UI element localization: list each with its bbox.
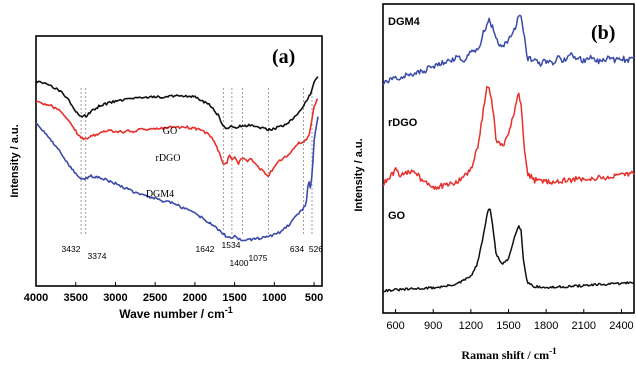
panel-b-x-ticks: 600 900 1200 1500 1800 2100 2400 bbox=[386, 309, 634, 332]
series-label-rdgo: rDGO bbox=[156, 153, 181, 164]
panel-a-x-axis-label-sup: -1 bbox=[225, 305, 233, 315]
series-label-rdgo: rDGO bbox=[388, 117, 418, 129]
peak-label: 526 bbox=[309, 244, 323, 254]
series-label-go: GO bbox=[163, 126, 177, 137]
panel-b-label: (b) bbox=[591, 22, 615, 44]
series-line-dgm4 bbox=[382, 14, 635, 86]
peak-label: 634 bbox=[290, 244, 304, 254]
panel-a-frame bbox=[35, 35, 323, 287]
panel-a-x-ticks: 4000 3500 3000 2500 2000 1500 1000 500 bbox=[24, 282, 323, 304]
x-tick-label: 600 bbox=[386, 320, 404, 332]
x-tick-label: 1800 bbox=[534, 320, 558, 332]
x-tick-label: 1500 bbox=[496, 320, 520, 332]
series-label-dgm4: DGM4 bbox=[146, 189, 174, 200]
series-line-dgm4 bbox=[35, 116, 319, 242]
panel-a-series bbox=[35, 76, 319, 242]
panel-a-x-axis-label-text: Wave number / cm bbox=[119, 307, 225, 321]
panel-b-x-axis-label-sup: -1 bbox=[549, 346, 557, 356]
panel-b-annotations: DGM4 rDGO GO bbox=[388, 16, 421, 222]
x-tick-label: 500 bbox=[305, 292, 323, 304]
peak-label: 3374 bbox=[88, 251, 107, 261]
series-line-go bbox=[35, 76, 319, 132]
x-tick-label: 900 bbox=[424, 320, 442, 332]
series-label-go: GO bbox=[388, 210, 406, 222]
series-line-go bbox=[382, 208, 635, 293]
peak-label: 3432 bbox=[62, 244, 81, 254]
x-tick-label: 2000 bbox=[183, 292, 207, 304]
panel-b-raman-chart: 600 900 1200 1500 1800 2100 2400 DGM4 rDGO GO (b… bbox=[353, 3, 635, 362]
x-tick-label: 4000 bbox=[24, 292, 48, 304]
panel-b-y-axis-label: Intensity / a.u. bbox=[353, 138, 365, 211]
x-tick-label: 1500 bbox=[222, 292, 246, 304]
panel-a-peak-guides bbox=[80, 88, 313, 234]
peak-label: 1075 bbox=[249, 253, 268, 263]
x-tick-label: 1000 bbox=[262, 292, 286, 304]
panel-a-ftir-chart: 4000 3500 3000 2500 2000 1500 1000 500 GO rDGO DG… bbox=[9, 35, 324, 321]
panel-a-x-axis-label: Wave number / cm-1 bbox=[119, 305, 233, 321]
x-tick-label: 1200 bbox=[459, 320, 483, 332]
panel-a-annotations: GO rDGO DGM4 3432 3374 1642 1534 1400 1075 634 526 bbox=[62, 126, 324, 268]
x-tick-label: 3500 bbox=[63, 292, 87, 304]
panel-b-x-axis-label: Raman shift / cm-1 bbox=[461, 346, 557, 362]
series-line-rdgo bbox=[382, 86, 635, 190]
x-tick-label: 2400 bbox=[609, 320, 633, 332]
peak-label: 1642 bbox=[196, 244, 215, 254]
panel-b-x-axis-label-text: Raman shift / cm bbox=[461, 348, 549, 362]
series-label-dgm4: DGM4 bbox=[388, 16, 421, 28]
x-tick-label: 2100 bbox=[572, 320, 596, 332]
series-line-rdgo bbox=[35, 98, 319, 178]
x-tick-label: 2500 bbox=[143, 292, 167, 304]
panel-b-series bbox=[382, 14, 635, 293]
panel-b-frame bbox=[382, 3, 635, 314]
peak-label: 1534 bbox=[222, 240, 241, 250]
panel-a-y-axis-label: Intensity / a.u. bbox=[9, 124, 21, 197]
peak-label: 1400 bbox=[230, 258, 249, 268]
panel-a-label: (a) bbox=[272, 46, 295, 68]
x-tick-label: 3000 bbox=[103, 292, 127, 304]
